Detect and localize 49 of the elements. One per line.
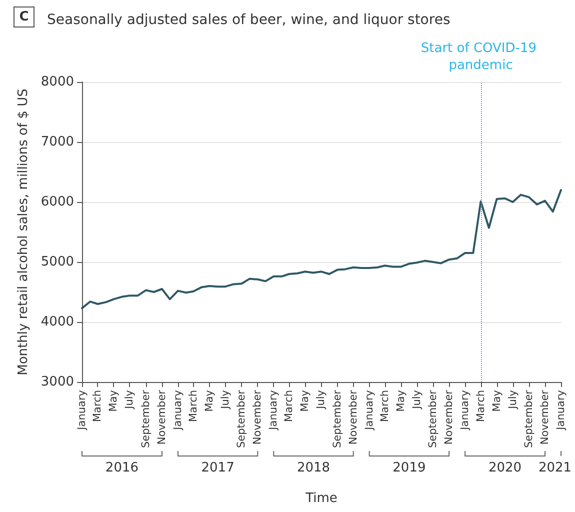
x-tick-label: May [394,390,407,412]
text: 2016 [105,460,139,476]
x-tick-label: November [252,389,264,445]
x-tick-label: March [378,390,391,422]
x-tick-label: July [506,390,519,410]
text: 2018 [296,460,330,476]
x-tick-label: March [474,390,487,422]
x-tick-label: January [555,390,567,431]
ref-line-label: Start of COVID-19 pandemic [420,41,541,73]
x-tick-label: November [347,389,360,445]
x-tick-label: November [539,389,552,445]
text: C [19,10,29,24]
x-tick-label: May [108,390,120,412]
text: 2020 [488,460,522,476]
y-tick-label: 3000 [40,374,74,390]
x-tick-label: September [140,389,152,448]
x-tick-label: November [443,389,456,445]
x-tick-label: January [268,390,280,431]
y-tick-label: 4000 [40,314,74,330]
x-tick-label: November [156,389,168,445]
y-tick-label: 7000 [40,134,74,150]
x-tick-label: January [172,390,184,431]
text: 2021 [538,460,572,476]
x-tick-label: July [124,390,136,410]
x-tick-label: September [523,389,536,448]
x-tick-label: September [427,389,440,448]
x-tick-label: May [490,390,503,412]
x-tick-label: January [459,390,472,431]
y-tick-label: 8000 [40,74,74,90]
chart-title: Seasonally adjusted sales of beer, wine, and liquor stores [47,12,450,28]
x-axis-title: Time [304,491,338,506]
text: 2019 [392,460,426,476]
y-axis-title: Monthly retail alcohol sales, millions of $ US [16,88,31,376]
x-tick-label: July [219,390,232,410]
line-series [81,189,562,310]
x-tick-label: March [187,390,200,422]
x-tick-label: May [299,390,312,412]
x-tick-label: September [331,389,344,448]
x-tick-label: January [363,390,376,431]
y-tick-label: 5000 [40,254,74,270]
y-tick-label: 6000 [40,194,74,210]
text: 2017 [201,460,234,476]
x-tick-label: September [236,389,248,448]
x-tick-label: January [76,390,88,431]
x-tick-label: March [283,390,296,422]
x-tick-label: July [315,390,328,410]
x-tick-label: May [203,390,216,412]
x-tick-label: March [92,390,104,422]
x-tick-label: July [410,390,423,410]
